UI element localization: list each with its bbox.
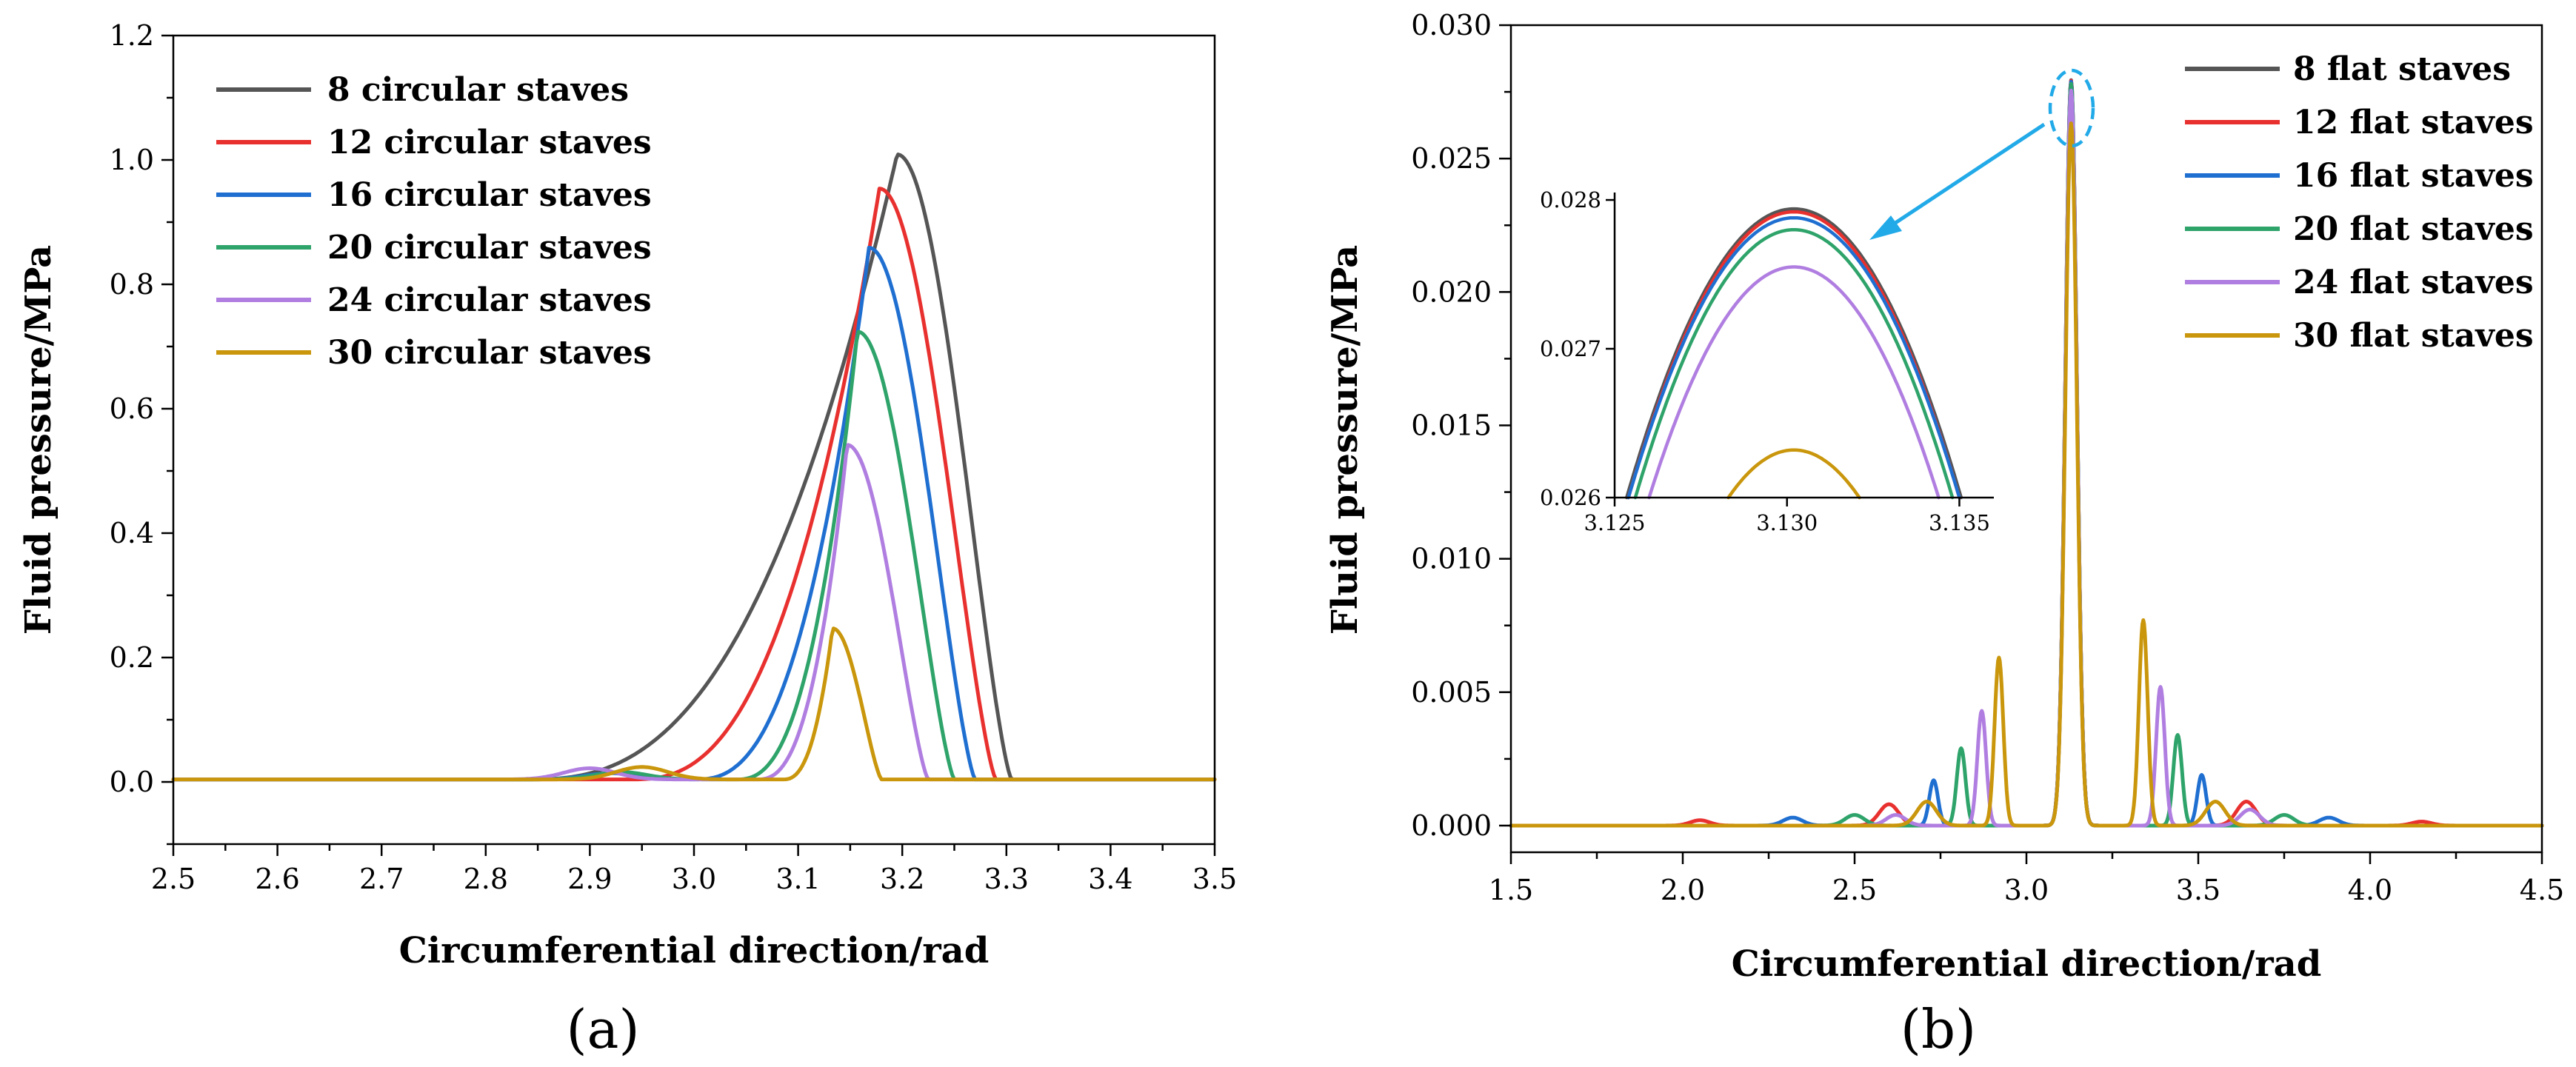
panel-a-y-axis-title: Fluid pressure/MPa (18, 245, 59, 635)
panel-b-series-line (1509, 121, 2544, 828)
inset-series-line (1726, 448, 1861, 500)
panel-b-legend-label: 24 flat staves (2293, 264, 2534, 301)
panel-b-chart: 1.5 2.0 2.5 3.0 3.5 4.0 4.5 0.000 0.005 0.010 0.01… (1324, 9, 2564, 1060)
panel-a-y-tick-label: 1.2 (110, 19, 154, 52)
panel-b-legend-label: 20 flat staves (2293, 210, 2534, 248)
inset-x-tick-label: 3.135 (1929, 510, 1990, 535)
panel-b-y-tick-label: 0.030 (1411, 9, 1492, 41)
panel-b-legend-label: 12 flat staves (2293, 104, 2534, 141)
inset-series-line (1633, 227, 1955, 500)
inset-series-line (1626, 215, 1961, 500)
panel-a-legend-label: 8 circular staves (327, 71, 629, 109)
panel-a-legend-label: 30 circular staves (327, 334, 652, 372)
panel-a-x-tick-label: 2.5 (151, 863, 196, 895)
panel-b-x-tick-label: 3.5 (2176, 874, 2220, 906)
panel-a-x-tick-label: 2.8 (464, 863, 508, 895)
panel-b-series-group (1509, 78, 2544, 828)
panel-b-y-tick-label: 0.000 (1411, 809, 1492, 842)
panel-b-x-tick-label: 4.5 (2520, 874, 2564, 906)
panel-b-x-tick-label: 2.0 (1661, 874, 1705, 906)
panel-a-x-tick-label: 3.4 (1088, 863, 1132, 895)
panel-b-x-tick-label: 2.5 (1832, 874, 1877, 906)
panel-a-legend: 8 circular staves 12 circular staves 16 ci… (216, 71, 652, 372)
callout-arrow-head (1869, 215, 1902, 240)
inset-series-line (1625, 207, 1963, 500)
panel-b-legend: 8 flat staves 12 flat staves 16 flat stave… (2185, 50, 2534, 355)
panel-b-legend-label: 30 flat staves (2293, 317, 2534, 355)
panel-b-x-tick-label: 4.0 (2348, 874, 2392, 906)
panel-b-series-line (1509, 81, 2544, 828)
panel-a-y-tick-label: 0.0 (110, 766, 154, 798)
panel-b-ticks: 1.5 2.0 2.5 3.0 3.5 4.0 4.5 0.000 0.005 0.010 0.01… (1411, 9, 2564, 906)
inset-y-tick-label: 0.027 (1540, 336, 1601, 361)
panel-a-x-tick-label: 3.2 (880, 863, 924, 895)
inset-x-tick-label: 3.125 (1584, 510, 1645, 535)
panel-a-x-tick-label: 3.5 (1192, 863, 1237, 895)
panel-a-y-tick-label: 0.8 (110, 268, 154, 301)
panel-a-series-line (171, 443, 1217, 782)
panel-b-legend-label: 8 flat staves (2293, 50, 2511, 88)
panel-a-legend-label: 20 circular staves (327, 229, 652, 267)
panel-a-series-group (171, 153, 1217, 782)
panel-a-x-tick-label: 3.1 (775, 863, 820, 895)
panel-b-legend-label: 16 flat staves (2293, 157, 2534, 195)
inset-ticks: 3.125 3.130 3.135 0.026 0.027 0.028 (1540, 187, 1990, 535)
inset-y-tick-label: 0.026 (1540, 485, 1601, 510)
panel-b-y-tick-label: 0.025 (1411, 142, 1492, 175)
panel-b-y-tick-label: 0.020 (1411, 275, 1492, 308)
panel-b-y-tick-label: 0.010 (1411, 543, 1492, 575)
panel-a-legend-label: 12 circular staves (327, 124, 652, 161)
panel-b-x-axis-title: Circumferential direction/rad (1732, 943, 2322, 985)
inset-series-line (1647, 265, 1941, 500)
panel-b-x-tick-label: 3.0 (2004, 874, 2049, 906)
panel-b-label: (b) (1901, 998, 1976, 1060)
callout-arrow (1887, 122, 2046, 230)
peak-highlight-ellipse (2048, 68, 2095, 148)
panel-b-y-tick-label: 0.005 (1411, 676, 1492, 709)
panel-a-label: (a) (566, 998, 639, 1060)
panel-a-x-tick-label: 3.0 (672, 863, 716, 895)
panel-b-x-tick-label: 1.5 (1489, 874, 1533, 906)
panel-b-y-tick-label: 0.015 (1411, 409, 1492, 441)
panel-a-series-line (171, 626, 1217, 782)
panel-a-y-tick-label: 0.6 (110, 392, 154, 425)
panel-a-legend-label: 24 circular staves (327, 281, 652, 319)
panel-a-y-tick-label: 0.2 (110, 641, 154, 674)
panel-a-x-tick-label: 2.9 (567, 863, 612, 895)
panel-a-series-line (171, 330, 1217, 782)
panel-b-inset-chart: 3.125 3.130 3.135 0.026 0.027 0.028 (1540, 187, 1994, 535)
panel-b-series-line (1509, 88, 2544, 828)
panel-a-x-axis-title: Circumferential direction/rad (399, 930, 990, 971)
panel-a-y-tick-label: 0.4 (110, 517, 154, 549)
panel-a-legend-label: 16 circular staves (327, 176, 652, 214)
panel-a-x-tick-label: 2.6 (255, 863, 299, 895)
panel-a-y-tick-label: 1.0 (110, 144, 154, 176)
inset-x-tick-label: 3.130 (1756, 510, 1818, 535)
panel-a-x-tick-label: 2.7 (359, 863, 404, 895)
panel-b-y-axis-title: Fluid pressure/MPa (1324, 245, 1366, 635)
panel-a-series-line (171, 187, 1217, 782)
inset-series-group (1625, 207, 1963, 500)
panel-b-plot-frame (1509, 24, 2543, 854)
panel-a-x-tick-label: 3.3 (984, 863, 1029, 895)
panel-a-chart: 2.5 2.6 2.7 2.8 2.9 3.0 3.1 3.2 3.3 3.4 3.5 0.0 0.2 0… (18, 19, 1237, 1060)
panel-a-ticks: 2.5 2.6 2.7 2.8 2.9 3.0 3.1 3.2 3.3 3.4 3.5 0.0 0.2 0… (110, 19, 1238, 895)
inset-y-tick-label: 0.028 (1540, 187, 1601, 213)
